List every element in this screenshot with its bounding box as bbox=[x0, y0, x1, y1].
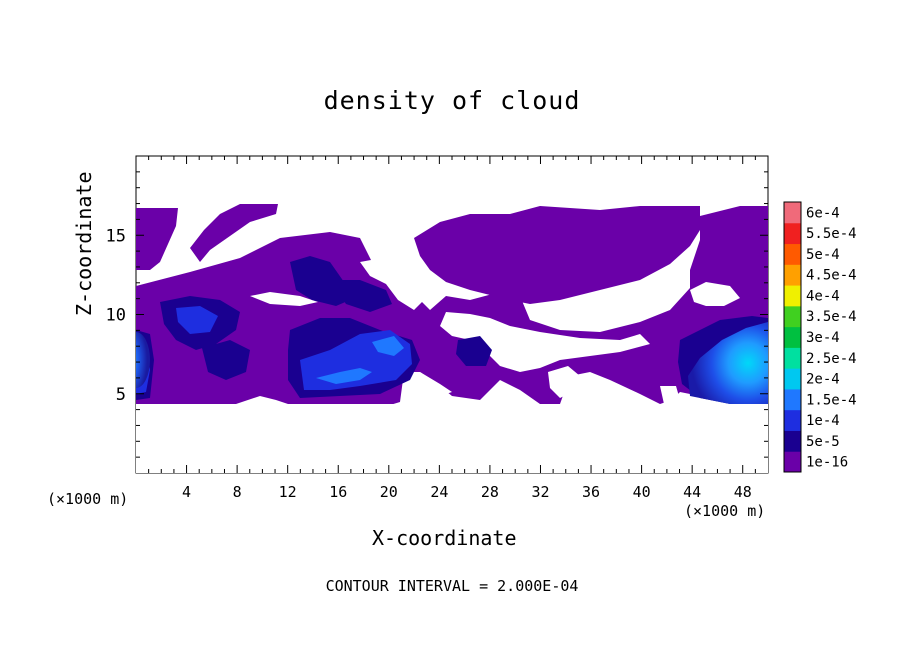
x-tick-label: 12 bbox=[279, 483, 297, 501]
level-1.5e-4-mid bbox=[316, 368, 372, 384]
colorbar-swatch bbox=[784, 430, 801, 452]
y-axis-label: Z-coordinate bbox=[72, 171, 96, 317]
colorbar-label: 5.5e-4 bbox=[806, 226, 857, 242]
x-tick-label: 36 bbox=[582, 483, 600, 501]
colorbar-swatch bbox=[784, 451, 801, 473]
colorbar-swatch bbox=[784, 264, 801, 286]
level-5e-5 bbox=[136, 256, 768, 404]
colorbar-swatch bbox=[784, 285, 801, 307]
cloud-gaps bbox=[136, 228, 768, 473]
x-tick-label: 4 bbox=[182, 483, 191, 501]
x-tick-label: 16 bbox=[329, 483, 347, 501]
colorbar-label: 1e-16 bbox=[806, 455, 848, 471]
colorbar-label: 3.5e-4 bbox=[806, 309, 857, 325]
y-tick-label: 5 bbox=[116, 385, 126, 405]
colorbar-swatch bbox=[784, 305, 801, 328]
x-tick-label: 20 bbox=[380, 483, 398, 501]
colorbar-swatch bbox=[784, 243, 801, 265]
colorbar-swatch bbox=[784, 347, 801, 369]
colorbar-label: 3e-4 bbox=[806, 330, 840, 346]
colorbar-swatch bbox=[784, 368, 801, 390]
colorbar-label: 4.5e-4 bbox=[806, 268, 857, 284]
x-axis-label: X-coordinate bbox=[372, 526, 517, 550]
x-tick-label: 28 bbox=[481, 483, 499, 501]
level-1.5e-4-mid2 bbox=[372, 336, 404, 356]
right-core bbox=[688, 322, 768, 404]
x-tick-label: 32 bbox=[531, 483, 549, 501]
x-unit-right: (×1000 m) bbox=[684, 502, 766, 520]
colorbar-swatch bbox=[784, 409, 801, 431]
colorbar-label: 2.5e-4 bbox=[806, 351, 857, 367]
colorbar-frame bbox=[783, 201, 802, 473]
colorbar: 1e-16 5e-5 1e-4 1.5e-4 2e-4 2.5e-4 3e-4 3.5e-4 4… bbox=[783, 201, 857, 473]
y-tick-label: 10 bbox=[106, 306, 126, 326]
chart-title: density of cloud bbox=[323, 86, 581, 115]
left-core bbox=[136, 332, 150, 388]
colorbar-swatch bbox=[784, 202, 801, 224]
contour-interval-note: CONTOUR INTERVAL = 2.000E-04 bbox=[325, 577, 579, 595]
y-tick-label: 15 bbox=[106, 226, 126, 246]
x-unit-left: (×1000 m) bbox=[47, 490, 129, 508]
colorbar-swatch bbox=[784, 326, 801, 348]
x-tick-label: 48 bbox=[734, 483, 752, 501]
colorbar-label: 5e-4 bbox=[806, 247, 840, 263]
x-tick-label: 24 bbox=[430, 483, 448, 501]
colorbar-label: 2e-4 bbox=[806, 372, 840, 388]
colorbar-label: 1e-4 bbox=[806, 413, 840, 429]
y-axis: 5 10 15 bbox=[106, 171, 768, 458]
colorbar-label: 4e-4 bbox=[806, 288, 840, 304]
x-tick-label: 44 bbox=[683, 483, 701, 501]
x-axis: 4 8 12 16 20 24 28 32 36 40 44 48 bbox=[148, 156, 756, 501]
heatmap-field bbox=[136, 204, 768, 473]
colorbar-label: 1.5e-4 bbox=[806, 392, 857, 408]
x-tick-label: 8 bbox=[233, 483, 242, 501]
colorbar-swatch bbox=[784, 388, 801, 411]
colorbar-label: 5e-5 bbox=[806, 434, 840, 450]
x-tick-label: 40 bbox=[633, 483, 651, 501]
colorbar-label: 6e-4 bbox=[806, 205, 840, 221]
colorbar-swatch bbox=[784, 222, 801, 245]
